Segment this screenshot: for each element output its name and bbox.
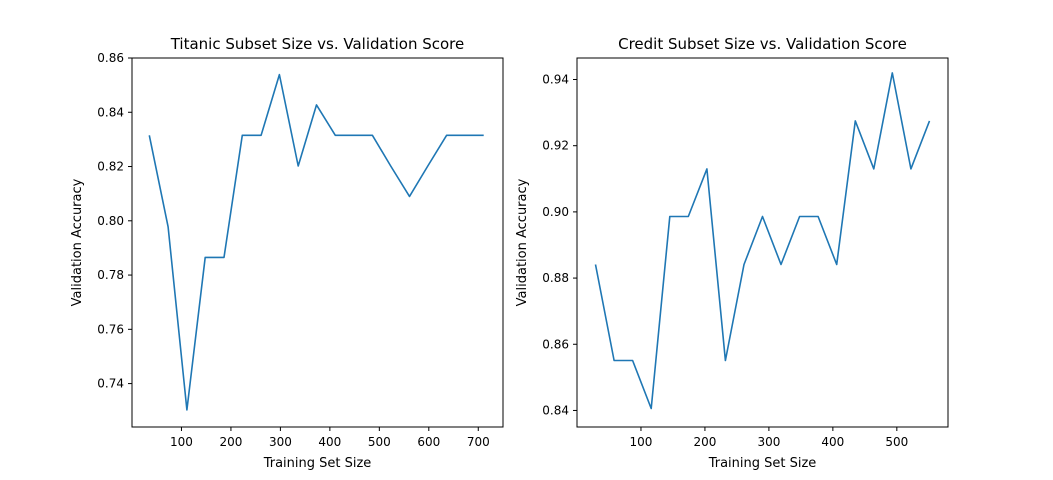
x-tick-label: 300 [269, 435, 292, 449]
y-tick-label: 0.90 [542, 205, 569, 219]
tick-group: 100 200 300 400 500 600 700 0.74 0.76 0.78 0.80 0.8… [97, 51, 489, 449]
x-tick-label: 100 [630, 435, 653, 449]
chart-title: Titanic Subset Size vs. Validation Score [170, 35, 465, 53]
x-tick-label: 100 [170, 435, 193, 449]
y-tick-label: 0.84 [542, 403, 569, 417]
y-axis-label: Validation Accuracy [70, 178, 85, 306]
x-tick-label: 400 [821, 435, 844, 449]
x-tick-label: 200 [219, 435, 242, 449]
y-tick-label: 0.76 [97, 322, 124, 336]
x-axis-label: Training Set Size [708, 456, 817, 471]
x-tick-label: 300 [757, 435, 780, 449]
chart-titanic: Titanic Subset Size vs. Validation Score… [70, 35, 504, 471]
series-group [148, 73, 484, 411]
x-tick-label: 500 [368, 435, 391, 449]
series-line [148, 73, 484, 411]
y-tick-label: 0.88 [542, 271, 569, 285]
x-axis-label: Training Set Size [263, 456, 372, 471]
y-tick-label: 0.86 [97, 51, 124, 65]
y-tick-label: 0.80 [97, 214, 124, 228]
x-tick-label: 400 [318, 435, 341, 449]
x-tick-label: 500 [885, 435, 908, 449]
x-tick-label: 700 [467, 435, 490, 449]
y-tick-label: 0.86 [542, 337, 569, 351]
chart-credit: Credit Subset Size vs. Validation Score … [515, 35, 949, 471]
y-tick-label: 0.78 [97, 268, 124, 282]
series-group [594, 72, 931, 410]
x-tick-label: 600 [417, 435, 440, 449]
y-tick-label: 0.92 [542, 139, 569, 153]
x-tick-label: 200 [693, 435, 716, 449]
plot-frame [576, 57, 949, 428]
y-tick-label: 0.94 [542, 73, 569, 87]
y-axis-label: Validation Accuracy [515, 178, 530, 306]
chart-title: Credit Subset Size vs. Validation Score [618, 35, 907, 53]
y-tick-label: 0.82 [97, 160, 124, 174]
tick-group: 100 200 300 400 500 0.84 0.86 0.88 0.90 0.92 0.94 [542, 73, 908, 449]
series-line [594, 72, 931, 410]
plot-frame [131, 57, 504, 428]
y-tick-label: 0.74 [97, 377, 124, 391]
y-tick-label: 0.84 [97, 105, 124, 119]
